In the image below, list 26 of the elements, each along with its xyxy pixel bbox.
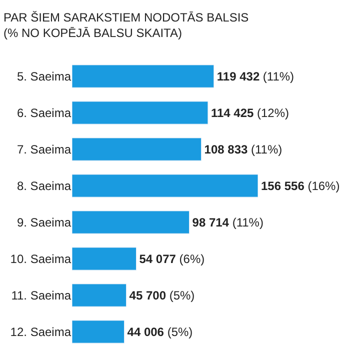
y-tick-label: 7. Saeima bbox=[16, 142, 72, 156]
data-label: 98 714 (11%) bbox=[192, 215, 264, 230]
y-tick-label: 11. Saeima bbox=[11, 288, 72, 302]
y-tick-label: 9. Saeima bbox=[16, 215, 72, 230]
data-label: 119 432 (11%) bbox=[216, 69, 294, 84]
data-label: 45 700 (5%) bbox=[129, 288, 195, 302]
y-tick-label: 12. Saeima bbox=[10, 324, 72, 339]
bar bbox=[72, 247, 136, 270]
data-label: 156 556 (16%) bbox=[261, 178, 340, 193]
chart-title: PAR ŠIEM SARAKSTIEM NODOTĀS BALSIS bbox=[4, 10, 249, 24]
data-label: 114 425 (12%) bbox=[210, 106, 290, 120]
bar bbox=[72, 138, 202, 161]
y-tick-label: 6. Saeima bbox=[16, 106, 72, 120]
bar bbox=[72, 64, 214, 88]
y-tick-label: 10. Saeima bbox=[10, 252, 72, 266]
bar bbox=[72, 210, 190, 234]
data-label: 54 077 (6%) bbox=[139, 252, 205, 266]
bar bbox=[72, 174, 258, 198]
bar bbox=[72, 101, 208, 124]
bar bbox=[72, 320, 125, 344]
bar bbox=[72, 284, 127, 307]
data-label: 44 006 (5%) bbox=[127, 324, 193, 339]
data-label: 108 833 (11%) bbox=[204, 142, 282, 156]
chart-subtitle: (% NO KOPĒJĀ BALSU SKAITA) bbox=[4, 26, 182, 40]
y-tick-label: 5. Saeima bbox=[16, 69, 72, 84]
y-tick-label: 8. Saeima bbox=[16, 178, 72, 193]
